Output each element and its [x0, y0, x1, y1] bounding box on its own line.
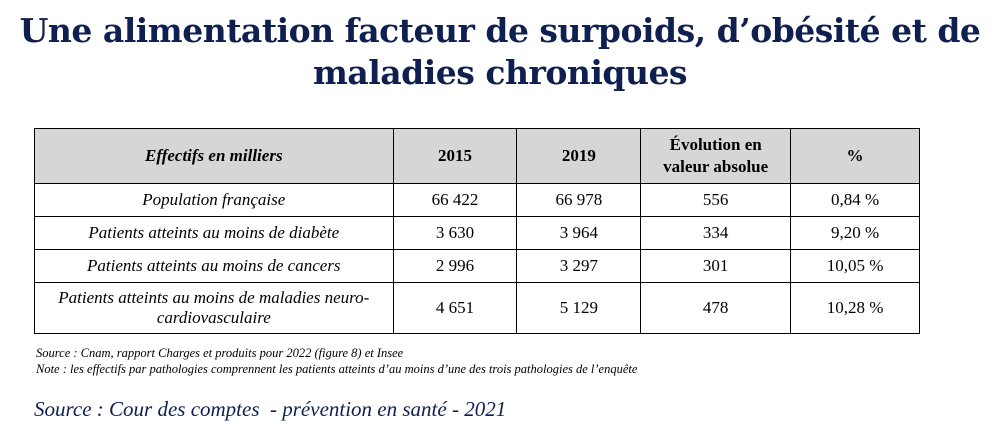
row-label: Patients atteints au moins de diabète	[34, 216, 394, 250]
footnote: Note : les effectifs par pathologies com…	[36, 362, 638, 376]
cell-percent: 0,84 %	[790, 183, 920, 217]
cell-2015: 3 630	[392, 216, 518, 250]
cell-evolution: 556	[640, 183, 792, 217]
cell-percent: 9,20 %	[790, 216, 920, 250]
cell-evolution: 301	[640, 249, 792, 283]
cell-2019: 3 297	[516, 249, 642, 283]
data-table: Effectifs en milliers 2015 2019 Évolutio…	[34, 128, 920, 334]
header-2015: 2015	[392, 128, 518, 184]
table-row: Population française 66 422 66 978 556 0…	[34, 183, 920, 217]
cell-2019: 3 964	[516, 216, 642, 250]
cell-2015: 2 996	[392, 249, 518, 283]
header-effectifs: Effectifs en milliers	[34, 128, 394, 184]
table-header-row: Effectifs en milliers 2015 2019 Évolutio…	[34, 128, 920, 184]
row-label: Patients atteints au moins de cancers	[34, 249, 394, 283]
page-title: Une alimentation facteur de surpoids, d’…	[19, 11, 981, 92]
row-label: Population française	[34, 183, 394, 217]
cell-2015: 66 422	[392, 183, 518, 217]
cell-2019: 5 129	[516, 282, 642, 334]
cell-2015: 4 651	[392, 282, 518, 334]
table-row: Patients atteints au moins de diabète 3 …	[34, 216, 920, 250]
header-percent: %	[790, 128, 920, 184]
cell-percent: 10,05 %	[790, 249, 920, 283]
cell-evolution: 334	[640, 216, 792, 250]
source-note: Source : Cnam, rapport Charges et produi…	[36, 346, 404, 360]
cell-evolution: 478	[640, 282, 792, 334]
table-row: Patients atteints au moins de cancers 2 …	[34, 249, 920, 283]
table-row: Patients atteints au moins de maladies n…	[34, 282, 920, 334]
row-label: Patients atteints au moins de maladies n…	[34, 282, 394, 334]
cell-2019: 66 978	[516, 183, 642, 217]
source-credit: Source : Cour des comptes - prévention e…	[34, 397, 507, 421]
header-2019: 2019	[516, 128, 642, 184]
header-evolution: Évolution en valeur absolue	[640, 128, 792, 184]
cell-percent: 10,28 %	[790, 282, 920, 334]
